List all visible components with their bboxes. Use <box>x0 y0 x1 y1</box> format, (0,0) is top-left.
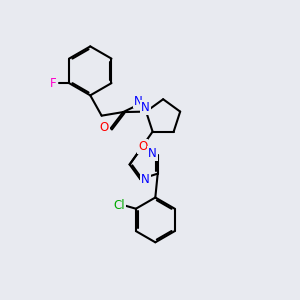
Text: F: F <box>50 76 57 90</box>
Text: N: N <box>141 173 150 186</box>
Text: N: N <box>134 94 143 107</box>
Text: O: O <box>138 140 147 153</box>
Text: N: N <box>141 101 150 114</box>
Text: O: O <box>99 122 109 134</box>
Text: N: N <box>148 147 157 161</box>
Text: Cl: Cl <box>114 199 125 212</box>
